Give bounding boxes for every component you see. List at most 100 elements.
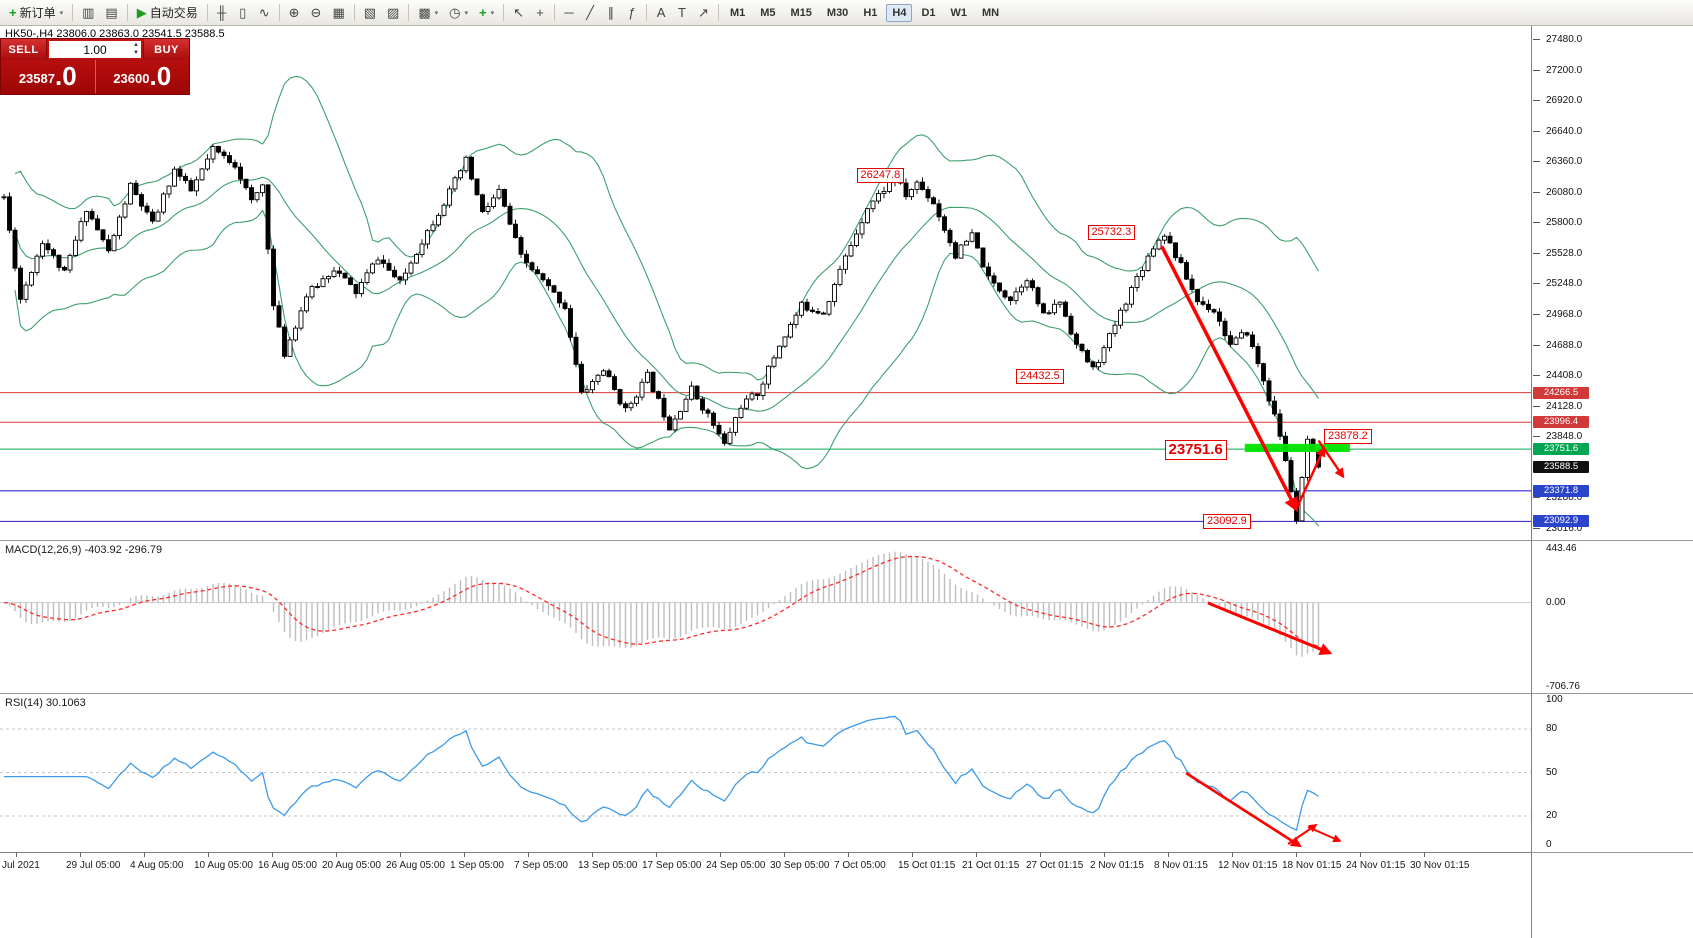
volume-up-icon[interactable]: ▲ bbox=[133, 42, 139, 48]
candle-body bbox=[667, 416, 672, 431]
chart-region[interactable]: HK50-,H4 23806.0 23863.0 23541.5 23588.5… bbox=[0, 26, 1531, 938]
candle-body bbox=[100, 229, 106, 241]
candle-body bbox=[260, 184, 265, 194]
crosshair-tool-button[interactable]: + bbox=[530, 3, 550, 23]
candle-body bbox=[975, 232, 980, 249]
candle-body bbox=[1277, 413, 1283, 437]
bars-mode-button[interactable]: ╫ bbox=[212, 3, 232, 23]
timeframe-button-w1[interactable]: W1 bbox=[950, 6, 968, 19]
zoom-in-button[interactable]: ⊕ bbox=[284, 3, 305, 23]
price-annotation-23751.6[interactable]: 23751.6 bbox=[1164, 440, 1227, 461]
charts-grid-icon[interactable]: ▥ bbox=[77, 3, 99, 23]
indicators-button[interactable]: + ▾ bbox=[474, 3, 499, 23]
trendline-tool-button[interactable]: ╱ bbox=[580, 3, 600, 23]
timeframe-button-m1[interactable]: M1 bbox=[729, 6, 746, 19]
support-zone-highlight[interactable] bbox=[1244, 443, 1350, 453]
timeframe-button-m30[interactable]: M30 bbox=[826, 6, 849, 19]
rsi-axis-label: 50 bbox=[1546, 766, 1558, 778]
buy-price[interactable]: 23600 .0 bbox=[96, 60, 190, 93]
text-tool-button[interactable]: A bbox=[651, 3, 671, 23]
candle-body bbox=[419, 243, 425, 256]
volume-spin-buttons[interactable]: ▲ ▼ bbox=[133, 41, 139, 57]
candle-body bbox=[452, 177, 458, 190]
toolbar-separator bbox=[353, 4, 355, 21]
price-chart-pane[interactable]: HK50-,H4 23806.0 23863.0 23541.5 23588.5… bbox=[0, 26, 1531, 540]
sell-price[interactable]: 23587 .0 bbox=[1, 60, 96, 93]
candle-body bbox=[1206, 303, 1211, 311]
price-annotation-24432.5[interactable]: 24432.5 bbox=[1016, 368, 1064, 384]
price-annotation-25732.3[interactable]: 25732.3 bbox=[1087, 225, 1136, 241]
candle-body bbox=[700, 398, 705, 411]
candle-body bbox=[1134, 275, 1140, 288]
toolbar-separator bbox=[126, 4, 128, 21]
price-annotation-23092.9[interactable]: 23092.9 bbox=[1203, 514, 1251, 530]
timeframe-button-m5[interactable]: M5 bbox=[760, 6, 776, 19]
macd-chart[interactable] bbox=[0, 541, 1531, 693]
timeframe-button-h1[interactable]: H1 bbox=[863, 6, 878, 19]
price-annotation-23878.2[interactable]: 23878.2 bbox=[1324, 428, 1372, 444]
candle-body bbox=[661, 397, 667, 418]
volume-stepper[interactable]: 1.00 ▲ ▼ bbox=[49, 41, 141, 58]
candle-body bbox=[62, 266, 67, 271]
candle-body bbox=[1244, 332, 1250, 336]
time-tick bbox=[144, 853, 145, 857]
data-window-button[interactable]: ▨ bbox=[382, 3, 404, 23]
volume-down-icon[interactable]: ▼ bbox=[133, 50, 139, 56]
price-axis[interactable]: 27480.0 27200.0 26920.0 26640.0 26360.0 26080… bbox=[1531, 26, 1693, 938]
candle-body bbox=[111, 235, 117, 252]
candle-body bbox=[78, 221, 84, 241]
fibonacci-tool-button[interactable]: ƒ bbox=[622, 3, 642, 23]
bounce-arrow-down[interactable] bbox=[1317, 439, 1345, 479]
price-axis-label: 24968.0 bbox=[1532, 308, 1583, 320]
rsi-line bbox=[4, 715, 1319, 832]
candle-body bbox=[1068, 315, 1074, 335]
candle-body bbox=[150, 211, 155, 222]
timeframe-button-mn[interactable]: MN bbox=[982, 6, 1000, 19]
charts-grid-icon-icon: ▥ bbox=[82, 5, 95, 20]
candle-body bbox=[414, 254, 419, 264]
rsi-indicator-pane[interactable]: RSI(14) 30.1063 bbox=[0, 693, 1531, 852]
time-axis-label: 1 Sep 05:00 bbox=[450, 860, 504, 871]
rsi-downtrend-arrow[interactable] bbox=[1185, 771, 1302, 848]
timeframe-button-d1[interactable]: D1 bbox=[921, 6, 936, 19]
rsi-zigzag-down-arrow[interactable] bbox=[1307, 826, 1342, 843]
new-order-button[interactable]: + 新订单 ▾ bbox=[4, 3, 68, 23]
new-chart-button[interactable]: ▩ ▾ bbox=[413, 3, 443, 23]
arrows-tool-button[interactable]: ↗ bbox=[693, 3, 714, 23]
candle-body bbox=[733, 417, 738, 433]
line-mode-button[interactable]: ∿ bbox=[254, 3, 275, 23]
tile-windows-button[interactable]: ▦ bbox=[327, 3, 349, 23]
candle-body bbox=[617, 389, 623, 405]
auto-trading-button[interactable]: ▶ 自动交易 bbox=[132, 3, 203, 23]
downtrend-arrow[interactable] bbox=[1160, 245, 1299, 513]
navigator-button[interactable]: ▧ bbox=[359, 3, 381, 23]
macd-downtrend-arrow[interactable] bbox=[1207, 601, 1333, 656]
timeframe-button-m15[interactable]: M15 bbox=[790, 6, 812, 19]
timeframe-button-h4[interactable]: H4 bbox=[886, 3, 913, 22]
time-axis-label: 10 Aug 05:00 bbox=[194, 860, 253, 871]
candle-body bbox=[722, 433, 727, 444]
one-click-trading-panel: SELL 1.00 ▲ ▼ BUY 23587 .0 23600 .0 bbox=[0, 38, 190, 95]
candle-body bbox=[1129, 286, 1134, 305]
rsi-chart[interactable] bbox=[0, 694, 1531, 852]
label-tool-button[interactable]: T bbox=[672, 3, 692, 23]
time-tick bbox=[912, 853, 913, 857]
time-tick bbox=[1168, 853, 1169, 857]
horizontal-line-tool-button[interactable]: ─ bbox=[559, 3, 579, 23]
candle-body bbox=[1156, 239, 1162, 250]
macd-indicator-pane[interactable]: MACD(12,26,9) -403.92 -296.79 bbox=[0, 540, 1531, 693]
price-annotation-26247.8[interactable]: 26247.8 bbox=[856, 167, 905, 183]
bounce-arrow-up[interactable] bbox=[1296, 446, 1326, 507]
buy-button[interactable]: BUY bbox=[143, 39, 189, 60]
periods-button[interactable]: ◷ ▾ bbox=[444, 3, 473, 23]
candle-body bbox=[771, 357, 777, 367]
candles-mode-button[interactable]: ▯ bbox=[233, 3, 253, 23]
candlestick-chart[interactable] bbox=[0, 26, 1531, 540]
sell-button[interactable]: SELL bbox=[1, 39, 47, 60]
time-axis[interactable]: Jul 2021 29 Jul 05:00 4 Aug 05:00 10 Aug 05… bbox=[0, 852, 1531, 878]
cursor-tool-button[interactable]: ↖ bbox=[508, 3, 529, 23]
zoom-out-button[interactable]: ⊖ bbox=[306, 3, 327, 23]
candle-body bbox=[265, 184, 271, 250]
channel-tool-button[interactable]: ∥ bbox=[601, 3, 621, 23]
profiles-icon[interactable]: ▤ bbox=[100, 3, 122, 23]
